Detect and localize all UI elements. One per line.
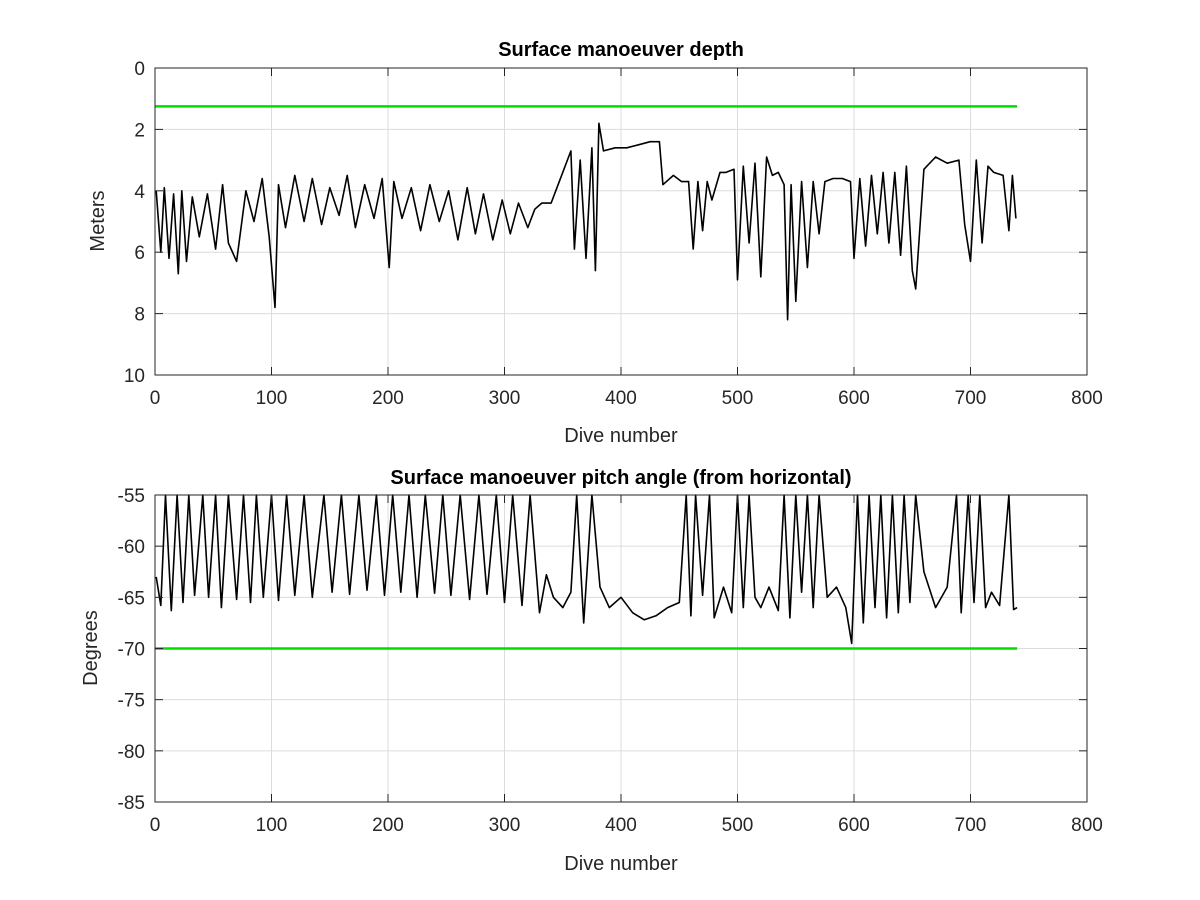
pitch-chart-x-tick-label: 800 [1071,815,1103,836]
depth-chart-x-tick-label: 600 [838,388,870,409]
pitch-chart-x-tick-label: 400 [605,815,637,836]
depth-chart: Surface manoeuver depth 0 100 200 300 400 500… [87,39,1103,447]
pitch-chart-y-tick-label: -85 [118,793,145,814]
pitch-chart-x-axis-label: Dive number [564,853,678,875]
pitch-chart-x-tick-label: 200 [372,815,404,836]
depth-chart-x-tick-label: 200 [372,388,404,409]
depth-chart-y-axis-label: Meters [87,190,109,251]
pitch-chart-x-tick-label: 300 [489,815,521,836]
depth-chart-x-tick-label: 800 [1071,388,1103,409]
pitch-chart-series [155,494,1018,650]
depth-chart-ticks: 0 100 200 300 400 500 600 700 800 0 2 4 6 8 10 [124,59,1103,409]
pitch-chart-y-axis-label: Degrees [80,610,102,686]
depth-chart-x-tick-label: 300 [489,388,521,409]
pitch-chart-x-tick-label: 100 [256,815,288,836]
pitch-chart-x-tick-label: 500 [722,815,754,836]
depth-chart-series [155,105,1018,321]
pitch-chart: Surface manoeuver pitch angle (from hori… [80,467,1103,875]
depth-chart-y-tick-label: 8 [134,305,145,326]
depth-chart-y-tick-label: 6 [134,243,145,264]
depth-chart-y-tick-label: 0 [134,59,145,80]
pitch-chart-y-tick-label: -80 [118,742,145,763]
pitch-chart-y-tick-label: -65 [118,588,145,609]
depth-chart-y-tick-label: 4 [134,182,145,203]
depth-chart-y-tick-label: 10 [124,366,145,387]
pitch-chart-x-tick-label: 700 [955,815,987,836]
pitch-chart-x-tick-label: 600 [838,815,870,836]
depth-chart-y-tick-label: 2 [134,120,145,141]
depth-chart-title: Surface manoeuver depth [498,39,744,61]
depth-chart-x-axis-label: Dive number [564,425,678,447]
pitch-chart-y-tick-label: -55 [118,486,145,507]
pitch-chart-title: Surface manoeuver pitch angle (from hori… [390,467,851,489]
pitch-chart-ticks: 0 100 200 300 400 500 600 700 800 -55 -60 -65 -70 -75… [118,486,1103,836]
pitch-chart-x-tick-label: 0 [150,815,161,836]
pitch-chart-y-tick-label: -60 [118,537,145,558]
depth-chart-data-line [155,122,1017,321]
depth-chart-x-tick-label: 700 [955,388,987,409]
depth-chart-x-tick-label: 500 [722,388,754,409]
pitch-chart-data-line [155,494,1018,645]
pitch-chart-y-tick-label: -70 [118,640,145,661]
depth-chart-x-tick-label: 0 [150,388,161,409]
depth-chart-x-tick-label: 400 [605,388,637,409]
pitch-chart-y-tick-label: -75 [118,691,145,712]
depth-chart-x-tick-label: 100 [256,388,288,409]
